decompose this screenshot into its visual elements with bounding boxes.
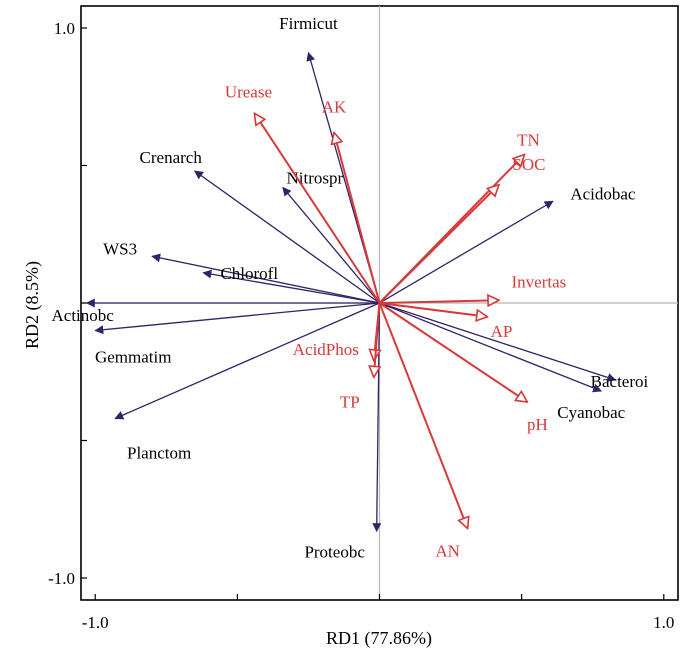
species-chlorofl: Chlorofl: [202, 264, 380, 304]
env-arrow: [378, 302, 528, 402]
species-label: Chlorofl: [220, 264, 278, 283]
species-bacteroi: Bacteroi: [379, 302, 649, 391]
species-arrow: [379, 302, 603, 393]
species-label: Gemmatim: [95, 348, 171, 367]
env-label: AN: [435, 542, 460, 561]
species-acidobac: Acidobac: [379, 184, 636, 304]
env-soc: SOC: [378, 155, 545, 304]
species-nitrospr: Nitrospr: [282, 169, 380, 304]
env-label: AcidPhos: [293, 340, 359, 359]
species-actinobc: Actinobc: [52, 298, 380, 325]
species-firmicut: Firmicut: [279, 14, 381, 304]
species-label: Bacteroi: [591, 372, 649, 391]
species-label: Actinobc: [52, 306, 115, 325]
x-tick-label: -1.0: [82, 613, 109, 632]
env-arrow: [378, 302, 468, 529]
species-arrow: [379, 302, 617, 382]
x-axis-title: RD1 (77.86%): [326, 628, 432, 649]
env-tp: TP: [340, 302, 380, 411]
env-ph: pH: [378, 302, 548, 434]
species-label: Planctom: [127, 444, 191, 463]
env-label: TP: [340, 392, 360, 411]
species-arrow: [114, 302, 380, 420]
env-ak: AK: [322, 98, 381, 304]
species-arrows: Firmicut Crenarch Nitrospr Acidobac WS3 Chlor…: [52, 14, 649, 562]
species-label: Acidobac: [570, 184, 636, 203]
species-ws3: WS3: [103, 239, 380, 304]
env-label: SOC: [512, 155, 545, 174]
env-arrow: [374, 302, 380, 377]
species-proteobc: Proteobc: [304, 302, 382, 561]
species-crenarch: Crenarch: [140, 148, 380, 304]
species-planctom: Planctom: [114, 302, 380, 463]
env-arrow: [379, 300, 499, 303]
species-arrow: [282, 186, 380, 304]
species-arrow: [151, 253, 380, 304]
env-arrow: [379, 302, 488, 317]
env-an: AN: [378, 302, 468, 561]
species-label: Nitrospr: [287, 169, 344, 188]
species-arrow: [202, 269, 380, 304]
environmental-arrows: Urease AK TN SOC Invertas AP AcidPhos TP pH AN: [225, 82, 566, 560]
env-ap: AP: [379, 302, 513, 341]
species-label: Crenarch: [140, 148, 203, 167]
x-tick-label: 1.0: [653, 613, 674, 632]
species-cyanobac: Cyanobac: [379, 302, 626, 422]
env-arrow: [334, 133, 381, 304]
y-tick-label: -1.0: [48, 569, 75, 588]
species-gemmatim: Gemmatim: [94, 302, 380, 367]
env-urease: Urease: [225, 82, 381, 304]
species-label: Firmicut: [279, 14, 338, 33]
species-label: Proteobc: [304, 542, 365, 561]
env-arrow: [254, 113, 381, 304]
species-arrow: [372, 302, 382, 533]
y-tick-label: 1.0: [54, 19, 75, 38]
y-axis-title: RD2 (8.5%): [22, 261, 43, 349]
env-label: pH: [527, 415, 548, 434]
species-arrow: [94, 302, 380, 335]
species-label: WS3: [103, 239, 137, 258]
env-label: AP: [491, 322, 513, 341]
species-arrow: [193, 170, 380, 304]
species-label: Cyanobac: [557, 403, 625, 422]
species-arrow: [379, 200, 554, 304]
env-label: Invertas: [512, 272, 567, 291]
env-label: AK: [322, 98, 347, 117]
env-invertas: Invertas: [379, 272, 567, 303]
axis-ticks: -1.0 1.0 -1.0 1.0: [48, 19, 674, 632]
env-label: Urease: [225, 82, 272, 101]
env-acidphos: AcidPhos: [293, 302, 380, 361]
env-label: TN: [517, 131, 540, 150]
env-arrow: [378, 185, 499, 304]
